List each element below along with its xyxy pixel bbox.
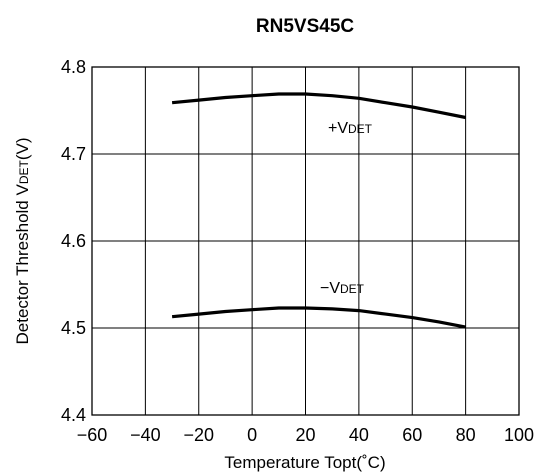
series-label-minus-sign: − xyxy=(320,280,329,297)
series-label-minus-v: V xyxy=(329,280,340,297)
y-tick-labels: 4.4 4.5 4.6 4.7 4.8 xyxy=(61,57,86,425)
x-tick-labels: −60 −40 −20 0 20 40 60 80 100 xyxy=(77,425,534,445)
y-tick-label: 4.8 xyxy=(61,57,86,77)
x-tick-label: −40 xyxy=(130,425,161,445)
y-tick-label: 4.4 xyxy=(61,405,86,425)
chart-title: RN5VS45C xyxy=(256,16,354,37)
series-lines xyxy=(171,92,466,329)
x-tick-label: 100 xyxy=(504,425,534,445)
y-axis-label-unit: (V) xyxy=(13,138,32,161)
series-label-plus-v: V xyxy=(337,120,348,137)
series-line-minus-vdet xyxy=(171,306,466,329)
y-axis-label: Detector Threshold VDET(V) xyxy=(13,138,32,345)
y-tick-label: 4.5 xyxy=(61,318,86,338)
x-tick-label: −20 xyxy=(183,425,214,445)
x-tick-label: 20 xyxy=(295,425,315,445)
x-tick-label: 0 xyxy=(247,425,257,445)
x-tick-label: 80 xyxy=(456,425,476,445)
x-tick-label: −60 xyxy=(77,425,108,445)
x-axis-label: Temperature Topt(˚C) xyxy=(224,453,385,472)
y-tick-label: 4.7 xyxy=(61,144,86,164)
plot-area-frame xyxy=(91,66,520,416)
series-label-plus-sign: + xyxy=(328,120,337,137)
y-axis-label-main: Detector Threshold V xyxy=(13,184,32,345)
series-label-plus-vdet: +VDET xyxy=(328,120,373,137)
series-label-plus-sub: DET xyxy=(348,122,373,136)
x-tick-label: 40 xyxy=(349,425,369,445)
x-tick-label: 60 xyxy=(402,425,422,445)
series-label-minus-vdet: −VDET xyxy=(320,280,365,297)
y-axis-label-sub: DET xyxy=(17,160,31,185)
y-tick-label: 4.6 xyxy=(61,231,86,251)
series-line-plus-vdet xyxy=(171,92,466,120)
series-label-minus-sub: DET xyxy=(340,282,365,296)
grid xyxy=(91,66,520,416)
